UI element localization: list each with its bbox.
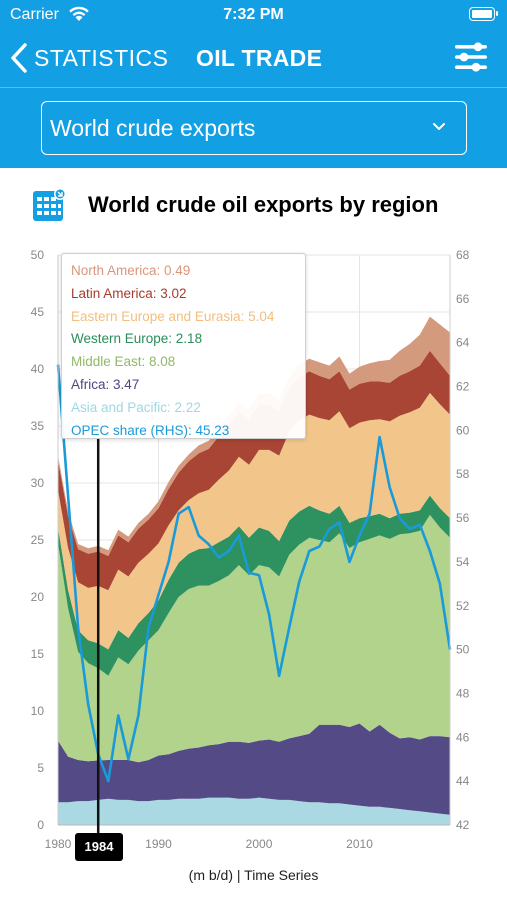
app-header: [0, 0, 507, 168]
area-middle-east: [58, 514, 450, 763]
y-tick-label: 0: [37, 818, 44, 832]
x-tick-label: 2000: [246, 837, 273, 851]
y2-tick-label: 52: [456, 599, 470, 613]
year-marker-badge: 1984: [75, 833, 123, 861]
chart-tooltip: North America: 0.49 Latin America: 3.02 Ea…: [61, 253, 306, 439]
y2-tick-label: 54: [456, 555, 470, 569]
tooltip-row: Eastern Europe and Eurasia: 5.04: [71, 308, 275, 324]
tooltip-row: Latin America: 3.02: [71, 285, 187, 301]
tooltip-row: Middle East: 8.08: [71, 354, 176, 370]
battery-icon: [469, 7, 498, 21]
chevron-left-icon: [11, 43, 27, 73]
y2-tick-label: 58: [456, 467, 470, 481]
y-tick-label: 40: [31, 362, 45, 376]
y-tick-label: 5: [37, 761, 44, 775]
y2-tick-label: 48: [456, 686, 470, 700]
x-tick-label: 1990: [145, 837, 172, 851]
tooltip-row: Africa: 3.47: [71, 377, 140, 392]
y2-tick-label: 64: [456, 336, 470, 350]
y-tick-label: 20: [31, 590, 45, 604]
chart-heading: World crude oil exports by region: [0, 183, 507, 227]
back-button[interactable]: STATISTICS: [8, 40, 169, 76]
y2-tick-label: 44: [456, 774, 470, 788]
y-tick-label: 35: [31, 419, 45, 433]
tooltip-row: OPEC share (RHS): 45.23: [71, 422, 230, 438]
tooltip-row: North America: 0.49: [71, 263, 191, 278]
y-tick-label: 10: [31, 704, 45, 718]
dataset-select[interactable]: World crude exports: [41, 101, 467, 155]
header-divider: [0, 87, 507, 88]
y2-tick-label: 50: [456, 643, 470, 657]
status-time: 7:32 PM: [223, 6, 284, 23]
tooltip-row: Western Europe: 2.18: [71, 331, 203, 347]
carrier-label: Carrier: [10, 6, 59, 23]
y2-tick-label: 42: [456, 818, 470, 832]
chevron-down-icon: [433, 123, 445, 130]
back-button-label: STATISTICS: [34, 44, 169, 71]
navigation-bar: STATISTICS OIL TRADE: [0, 30, 507, 86]
area-eastern-europe-and-eurasia: [58, 392, 450, 650]
page-title: OIL TRADE: [196, 45, 323, 71]
status-bar: Carrier 7:32 PM: [0, 0, 507, 30]
y-tick-label: 15: [31, 647, 45, 661]
y2-tick-label: 62: [456, 380, 470, 394]
area-north-america: [58, 316, 450, 556]
y2-tick-label: 56: [456, 511, 470, 525]
chart-title: World crude oil exports by region: [88, 192, 439, 217]
y2-tick-label: 68: [456, 248, 470, 262]
y-tick-label: 45: [31, 305, 45, 319]
x-tick-label: 2010: [346, 837, 373, 851]
filter-settings-icon[interactable]: [451, 39, 491, 75]
y-tick-label: 30: [31, 476, 45, 490]
area-latin-america: [58, 350, 450, 591]
y-tick-label: 25: [31, 533, 45, 547]
area-africa: [58, 723, 450, 815]
wifi-icon: [69, 6, 89, 21]
area-asia-and-pacific: [58, 797, 450, 825]
x-tick-label: 1980: [45, 837, 72, 851]
chart-caption: (m b/d) | Time Series: [188, 867, 319, 883]
y2-tick-label: 46: [456, 730, 470, 744]
y2-tick-label: 66: [456, 292, 470, 306]
dataset-select-value: World crude exports: [50, 115, 256, 141]
data-table-icon: [33, 188, 66, 221]
y-tick-label: 50: [31, 248, 45, 262]
tooltip-row: Asia and Pacific: 2.22: [71, 399, 201, 415]
opec-share-line: [56, 364, 452, 783]
y2-tick-label: 60: [456, 423, 470, 437]
area-western-europe: [58, 495, 450, 676]
